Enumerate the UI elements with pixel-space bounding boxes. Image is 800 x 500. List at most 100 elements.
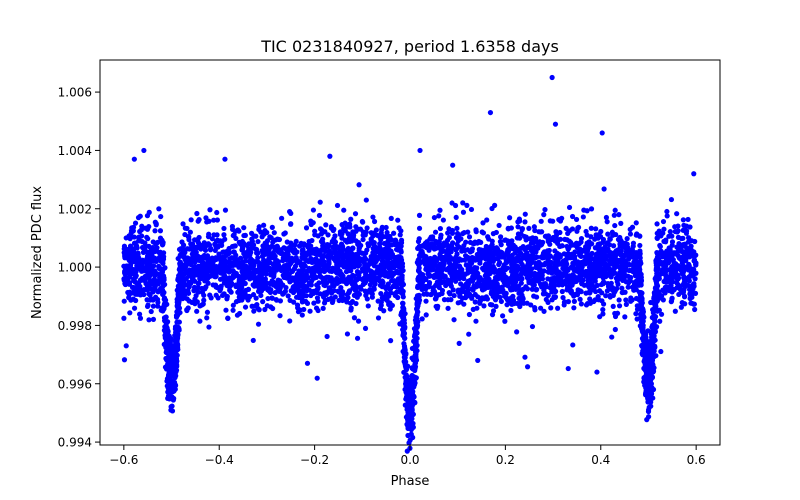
data-point bbox=[483, 268, 489, 274]
data-point bbox=[522, 219, 528, 225]
data-point bbox=[455, 237, 461, 243]
data-point bbox=[333, 253, 339, 259]
data-point bbox=[532, 274, 538, 280]
data-point bbox=[179, 239, 185, 245]
data-point bbox=[688, 243, 694, 249]
data-point bbox=[464, 202, 470, 208]
data-point bbox=[383, 224, 389, 231]
data-point bbox=[496, 222, 502, 229]
data-point bbox=[173, 364, 179, 370]
data-point bbox=[160, 291, 166, 297]
data-point bbox=[560, 271, 566, 277]
data-point bbox=[626, 262, 633, 268]
data-point bbox=[375, 298, 381, 304]
data-point bbox=[166, 389, 172, 395]
data-point bbox=[453, 278, 459, 284]
data-point bbox=[619, 285, 625, 291]
data-point bbox=[344, 276, 351, 282]
data-point bbox=[272, 290, 278, 296]
data-point bbox=[641, 341, 647, 348]
data-point bbox=[346, 260, 353, 266]
data-point bbox=[536, 229, 542, 235]
data-point bbox=[236, 263, 243, 269]
data-point bbox=[206, 231, 212, 237]
data-point bbox=[359, 250, 366, 256]
data-point bbox=[239, 246, 246, 252]
data-point bbox=[348, 250, 355, 256]
x-axis: −0.6 −0.4 −0.2 0.0 0.2 0.4 0.6 bbox=[109, 445, 706, 467]
data-point bbox=[229, 223, 236, 230]
data-point bbox=[344, 239, 350, 245]
data-point bbox=[484, 217, 490, 223]
data-point bbox=[239, 238, 246, 245]
data-point bbox=[368, 287, 374, 293]
data-point bbox=[492, 249, 498, 255]
data-point bbox=[137, 238, 143, 244]
data-point bbox=[322, 248, 329, 254]
data-point bbox=[577, 272, 583, 278]
data-point bbox=[676, 245, 683, 251]
data-point bbox=[127, 310, 133, 316]
data-point bbox=[678, 267, 684, 274]
data-point bbox=[612, 310, 618, 317]
data-point bbox=[304, 268, 310, 275]
data-point bbox=[255, 238, 261, 245]
data-point bbox=[412, 376, 419, 382]
data-point bbox=[657, 243, 663, 250]
data-point bbox=[687, 291, 693, 297]
data-point bbox=[122, 281, 129, 287]
data-point bbox=[344, 331, 351, 337]
data-point bbox=[222, 156, 228, 162]
data-point bbox=[339, 235, 345, 241]
data-point bbox=[575, 287, 581, 293]
data-point bbox=[612, 326, 618, 333]
data-point bbox=[645, 347, 651, 354]
data-point bbox=[480, 230, 487, 236]
data-point bbox=[497, 294, 503, 300]
data-point bbox=[610, 232, 616, 238]
data-point bbox=[672, 308, 678, 314]
data-point bbox=[352, 252, 359, 258]
data-point bbox=[612, 270, 618, 276]
data-point bbox=[490, 308, 497, 314]
data-point bbox=[295, 258, 301, 264]
data-point bbox=[314, 286, 320, 293]
data-point bbox=[400, 288, 406, 294]
data-point bbox=[293, 294, 300, 300]
data-point bbox=[437, 207, 443, 213]
data-point bbox=[197, 318, 203, 324]
data-point bbox=[487, 109, 494, 116]
data-point bbox=[309, 271, 315, 277]
data-point bbox=[417, 147, 423, 154]
data-point bbox=[610, 261, 616, 267]
data-point bbox=[268, 304, 274, 310]
data-point bbox=[555, 255, 561, 261]
data-point bbox=[121, 357, 128, 363]
data-point bbox=[438, 232, 444, 238]
data-point bbox=[623, 301, 629, 307]
data-point bbox=[496, 261, 502, 268]
data-point bbox=[221, 225, 227, 232]
data-point bbox=[616, 212, 622, 218]
data-point bbox=[631, 263, 637, 269]
data-point bbox=[187, 229, 193, 235]
data-point bbox=[686, 278, 692, 284]
data-point bbox=[356, 262, 363, 268]
data-point bbox=[388, 338, 394, 344]
data-point bbox=[564, 237, 570, 243]
data-point bbox=[188, 241, 194, 247]
data-point bbox=[423, 276, 429, 283]
data-point bbox=[303, 225, 310, 231]
data-point bbox=[663, 279, 669, 285]
data-point bbox=[402, 355, 408, 361]
data-point bbox=[437, 268, 443, 275]
data-point bbox=[227, 280, 233, 286]
data-point bbox=[351, 315, 358, 321]
data-point bbox=[133, 297, 139, 304]
data-point bbox=[510, 268, 516, 274]
data-point bbox=[489, 238, 495, 244]
data-point bbox=[510, 293, 516, 299]
data-point bbox=[200, 301, 206, 307]
data-point bbox=[681, 222, 687, 228]
data-point bbox=[152, 286, 158, 292]
